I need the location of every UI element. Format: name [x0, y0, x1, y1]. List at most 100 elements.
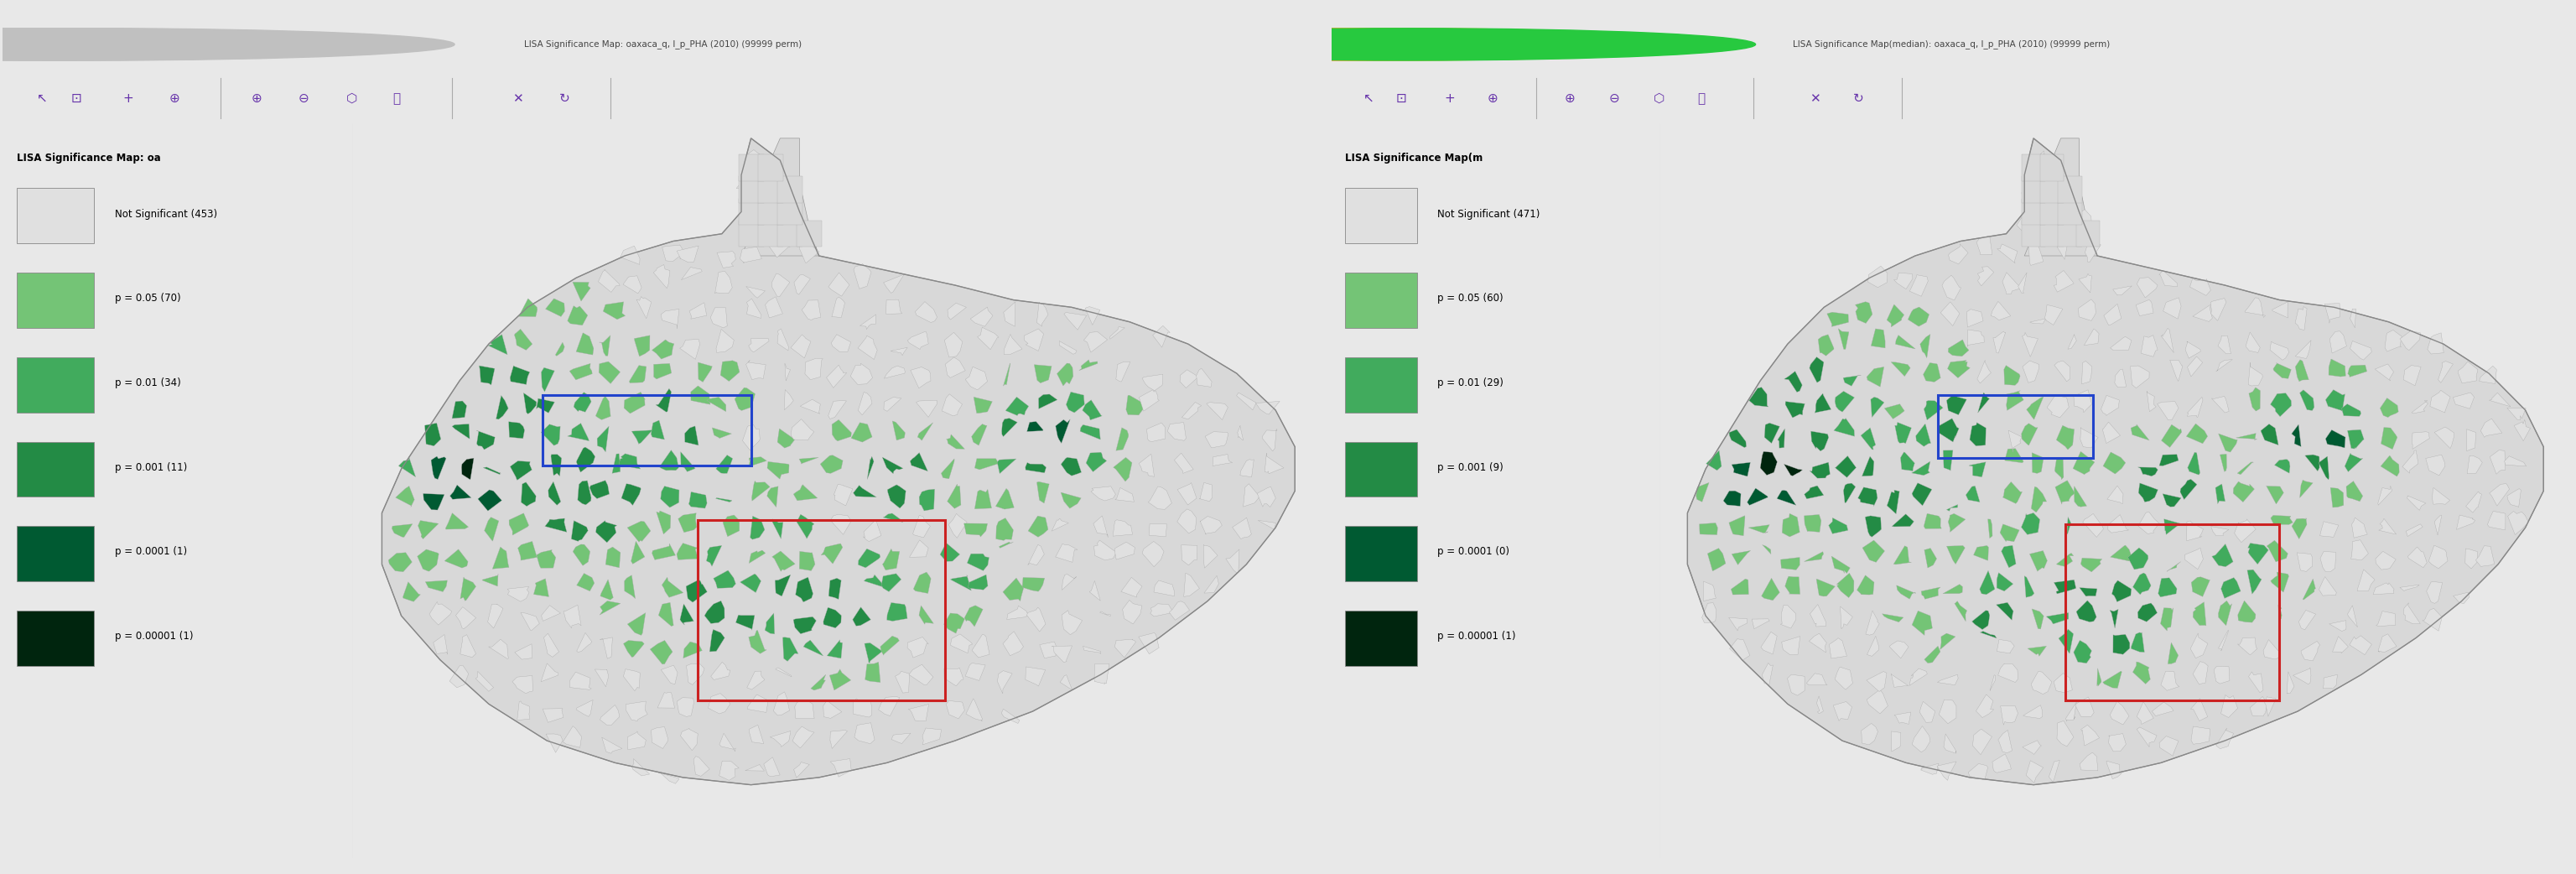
Polygon shape [1144, 541, 1164, 566]
Polygon shape [1819, 335, 1834, 356]
Polygon shape [2025, 576, 2035, 598]
Polygon shape [1002, 709, 1020, 724]
Polygon shape [1002, 578, 1023, 601]
Polygon shape [711, 308, 726, 328]
Polygon shape [2161, 425, 2182, 447]
Text: ✕: ✕ [1811, 92, 1821, 105]
Polygon shape [891, 733, 912, 744]
Polygon shape [945, 357, 966, 378]
Bar [1345, 441, 1417, 496]
Polygon shape [2079, 587, 2097, 596]
Polygon shape [631, 541, 644, 564]
Polygon shape [1968, 329, 1984, 347]
Polygon shape [791, 335, 811, 358]
Polygon shape [1991, 754, 2012, 773]
Text: ✕: ✕ [513, 92, 523, 105]
Bar [541, 395, 752, 465]
Polygon shape [1947, 396, 1965, 415]
Polygon shape [518, 541, 536, 560]
Polygon shape [2110, 545, 2130, 561]
Polygon shape [881, 636, 899, 656]
Polygon shape [1777, 428, 1785, 448]
Polygon shape [747, 213, 770, 232]
Polygon shape [711, 662, 729, 680]
Polygon shape [1002, 631, 1023, 656]
Polygon shape [598, 427, 608, 452]
Polygon shape [793, 484, 817, 501]
Polygon shape [659, 450, 677, 470]
Polygon shape [832, 335, 850, 351]
Text: p = 0.0001 (1): p = 0.0001 (1) [116, 546, 188, 558]
Polygon shape [2215, 728, 2233, 749]
Polygon shape [1924, 548, 1937, 568]
Bar [15, 188, 93, 243]
Polygon shape [2401, 331, 2421, 350]
Polygon shape [1968, 764, 1989, 780]
Polygon shape [2030, 244, 2043, 266]
Polygon shape [1834, 667, 1852, 690]
Polygon shape [2506, 489, 2522, 507]
Polygon shape [1149, 487, 1172, 510]
Polygon shape [520, 613, 538, 631]
Polygon shape [2488, 483, 2509, 506]
Polygon shape [1955, 601, 1968, 621]
Polygon shape [2403, 365, 2421, 385]
Polygon shape [943, 613, 963, 634]
Polygon shape [750, 338, 770, 352]
Polygon shape [430, 601, 451, 625]
Polygon shape [595, 521, 616, 543]
Polygon shape [1056, 420, 1069, 443]
Polygon shape [1200, 517, 1221, 534]
Polygon shape [1059, 341, 1077, 354]
Polygon shape [1829, 638, 1847, 658]
Polygon shape [2133, 662, 2151, 684]
Polygon shape [1115, 362, 1131, 382]
Polygon shape [1865, 611, 1880, 635]
Polygon shape [2040, 177, 2063, 203]
Polygon shape [2115, 369, 2125, 387]
Polygon shape [1025, 462, 1046, 473]
Polygon shape [2040, 155, 2063, 181]
Polygon shape [1203, 576, 1218, 593]
Polygon shape [1139, 390, 1159, 411]
Polygon shape [2076, 697, 2094, 717]
Polygon shape [2352, 517, 2367, 538]
Polygon shape [963, 524, 987, 537]
Polygon shape [783, 390, 793, 410]
Polygon shape [2318, 577, 2336, 595]
Polygon shape [2300, 642, 2321, 661]
Polygon shape [853, 698, 871, 718]
Text: p = 0.05 (70): p = 0.05 (70) [116, 293, 180, 304]
Polygon shape [884, 366, 904, 378]
Polygon shape [1886, 304, 1904, 327]
Polygon shape [2249, 697, 2267, 716]
Text: p = 0.001 (11): p = 0.001 (11) [116, 462, 188, 473]
Polygon shape [716, 498, 732, 502]
Polygon shape [1811, 431, 1829, 451]
Polygon shape [417, 550, 438, 572]
Polygon shape [399, 456, 415, 477]
Polygon shape [2380, 455, 2398, 476]
Polygon shape [747, 299, 762, 318]
Polygon shape [1126, 395, 1146, 415]
Polygon shape [974, 397, 992, 413]
Polygon shape [389, 552, 412, 572]
Polygon shape [2403, 450, 2419, 473]
Polygon shape [2056, 553, 2074, 566]
Bar [698, 520, 945, 700]
Polygon shape [461, 635, 477, 657]
Polygon shape [2017, 214, 2035, 236]
Polygon shape [600, 637, 613, 659]
Polygon shape [1231, 517, 1252, 539]
Polygon shape [1891, 514, 1914, 527]
Polygon shape [1806, 673, 1826, 685]
Polygon shape [768, 238, 791, 258]
Polygon shape [786, 364, 791, 381]
Polygon shape [2159, 270, 2177, 287]
Polygon shape [1113, 457, 1131, 482]
Polygon shape [572, 521, 587, 541]
Polygon shape [2136, 300, 2154, 316]
Polygon shape [2164, 519, 2182, 535]
Polygon shape [1149, 524, 1167, 537]
Polygon shape [2215, 484, 2226, 503]
